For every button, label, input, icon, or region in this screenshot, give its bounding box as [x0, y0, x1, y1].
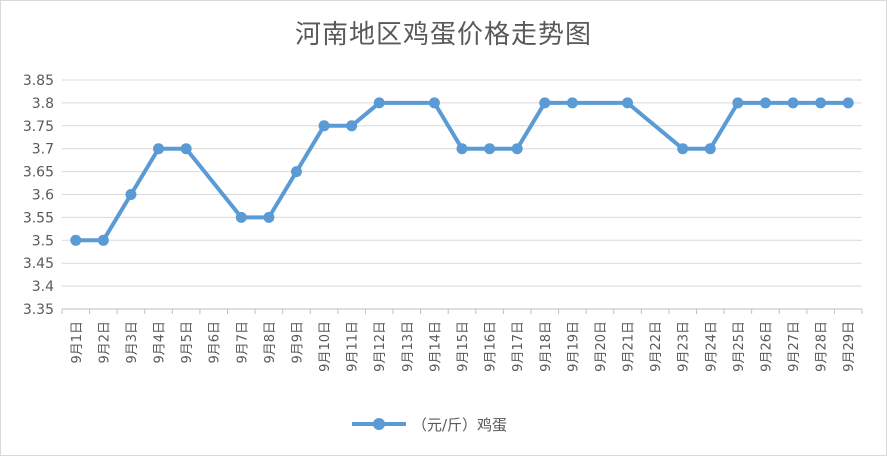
y-tick-label: 3.8 — [32, 96, 54, 112]
x-tick-label: 9月14日 — [428, 321, 443, 372]
x-tick-label: 9月15日 — [456, 321, 471, 372]
data-point — [346, 120, 358, 132]
data-point — [97, 234, 109, 246]
x-tick-label: 9月29日 — [842, 321, 857, 372]
y-tick-label: 3.85 — [23, 73, 54, 89]
data-point — [759, 97, 771, 109]
x-tick-label: 9月16日 — [484, 321, 499, 372]
data-point — [373, 97, 385, 109]
y-tick-label: 3.65 — [23, 165, 54, 181]
x-tick-label: 9月5日 — [180, 321, 195, 364]
data-point — [842, 97, 854, 109]
x-tick-label: 9月20日 — [594, 321, 609, 372]
data-point — [815, 97, 827, 109]
x-tick-label: 9月28日 — [815, 321, 830, 372]
x-tick-label: 9月2日 — [97, 321, 112, 364]
data-point — [318, 120, 330, 132]
x-axis-ticks: 9月1日 9月2日 9月3日 9月4日 9月5日 9月6日 9月7日 9月8日 9月9日 9月10… — [61, 309, 863, 372]
legend-label: （元/斤）鸡蛋 — [412, 415, 508, 434]
legend: （元/斤）鸡蛋 — [352, 413, 507, 435]
data-point — [677, 143, 689, 155]
data-point — [428, 97, 440, 109]
data-point — [263, 211, 275, 223]
x-tick-label: 9月3日 — [125, 321, 140, 364]
data-point — [153, 143, 165, 155]
y-tick-label: 3.35 — [23, 302, 54, 318]
x-tick-label: 9月25日 — [732, 321, 747, 372]
x-tick-label: 9月23日 — [677, 321, 692, 372]
data-point — [704, 143, 716, 155]
data-point — [511, 143, 523, 155]
data-point — [456, 143, 468, 155]
x-tick-label: 9月12日 — [373, 321, 388, 372]
series-points — [70, 97, 854, 246]
y-tick-label: 3.7 — [32, 142, 54, 158]
y-tick-label: 3.4 — [32, 279, 54, 295]
x-tick-label: 9月22日 — [649, 321, 664, 372]
y-tick-label: 3.55 — [23, 210, 54, 226]
data-point — [732, 97, 744, 109]
x-tick-label: 9月1日 — [70, 321, 85, 364]
x-tick-label: 9月19日 — [566, 321, 581, 372]
y-tick-label: 3.6 — [32, 188, 54, 204]
x-tick-label: 9月7日 — [235, 321, 250, 364]
data-point — [622, 97, 634, 109]
x-tick-label: 9月9日 — [290, 321, 305, 364]
chart-title: 河南地区鸡蛋价格走势图 — [294, 20, 592, 50]
data-point — [484, 143, 496, 155]
x-tick-label: 9月26日 — [759, 321, 774, 372]
data-point — [235, 211, 247, 223]
data-point — [125, 189, 137, 200]
x-tick-label: 9月11日 — [346, 321, 361, 372]
x-tick-label: 9月21日 — [622, 321, 637, 372]
x-tick-label: 9月8日 — [263, 321, 278, 364]
data-point — [566, 97, 578, 109]
y-axis-ticks: 3.35 3.4 3.45 3.5 3.55 3.6 3.65 3.7 3.75 3.8 3.85 — [23, 73, 54, 318]
y-tick-label: 3.5 — [32, 233, 54, 249]
x-tick-label: 9月24日 — [704, 321, 719, 372]
data-point — [787, 97, 799, 109]
x-tick-label: 9月10日 — [318, 321, 333, 372]
y-tick-label: 3.45 — [23, 256, 54, 272]
x-tick-label: 9月6日 — [208, 321, 223, 364]
data-point — [70, 234, 82, 246]
x-tick-label: 9月18日 — [539, 321, 554, 372]
data-point — [290, 166, 302, 178]
legend-marker — [352, 418, 406, 430]
x-tick-label: 9月27日 — [787, 321, 802, 372]
data-point — [539, 97, 551, 109]
data-point — [180, 143, 192, 155]
grid-lines — [62, 79, 862, 310]
x-tick-label: 9月17日 — [511, 321, 526, 372]
x-tick-label: 9月4日 — [153, 321, 168, 364]
x-tick-label: 9月13日 — [401, 321, 416, 372]
y-tick-label: 3.75 — [23, 119, 54, 135]
